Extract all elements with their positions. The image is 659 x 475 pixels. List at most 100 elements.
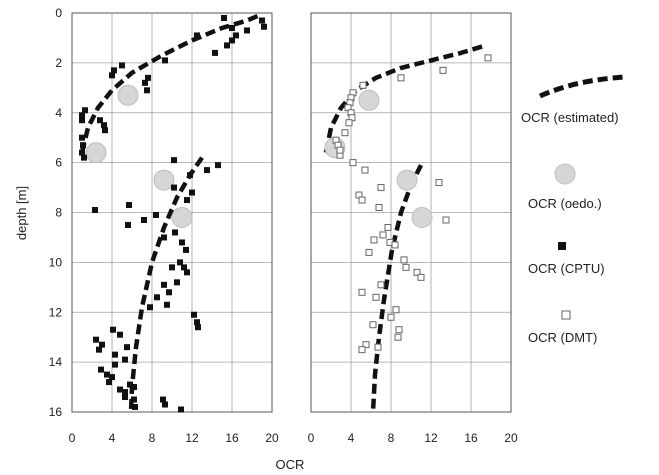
left-y-tick-label: 4 <box>55 106 62 120</box>
left-estimated-curve <box>79 12 263 154</box>
left-cptu-point <box>204 167 210 174</box>
left-oedo-point <box>171 206 193 228</box>
left-cptu-point <box>111 67 117 74</box>
legend-cptu-symbol <box>558 242 566 250</box>
left-cptu-point <box>141 216 147 223</box>
right-x-tick-label: 8 <box>388 431 395 445</box>
right-dmt-point <box>377 281 385 289</box>
left-y-tick-label: 12 <box>49 305 63 319</box>
right-dmt-point <box>369 321 377 329</box>
left-cptu-point <box>181 264 187 271</box>
left-cptu-point <box>96 346 102 353</box>
left-cptu-point <box>184 197 190 204</box>
left-x-tick-label: 12 <box>185 431 199 445</box>
right-dmt-point <box>359 81 367 89</box>
right-estimated-curve <box>323 43 487 154</box>
left-cptu-point <box>161 281 167 288</box>
left-cptu-point <box>183 246 189 253</box>
left-cptu-point <box>195 324 201 331</box>
left-y-tick-label: 6 <box>55 156 62 170</box>
legend-dmt-label: OCR (DMT) <box>528 330 597 345</box>
legend-estimated-symbol <box>538 74 625 99</box>
right-x-tick-label: 4 <box>348 431 355 445</box>
right-dmt-point <box>435 179 443 187</box>
left-y-tick-label: 10 <box>49 255 63 269</box>
legend-dmt-symbol <box>561 310 571 320</box>
left-cptu-point <box>261 23 267 30</box>
left-panel: 0 4 8 12 16 20 0 2 4 6 8 10 12 14 16 <box>49 6 279 445</box>
right-dmt-point <box>372 293 380 301</box>
right-dmt-point <box>361 166 369 174</box>
left-cptu-point <box>117 386 123 393</box>
left-cptu-point <box>215 162 221 169</box>
left-cptu-point <box>122 389 128 396</box>
right-dmt-point <box>358 346 366 354</box>
left-cptu-point <box>106 379 112 386</box>
left-y-tick-label: 16 <box>49 405 63 419</box>
left-cptu-point <box>125 221 131 228</box>
left-x-tick-label: 0 <box>69 431 76 445</box>
left-x-tick-label: 16 <box>225 431 239 445</box>
left-cptu-point <box>101 122 107 129</box>
right-x-tick-label: 0 <box>308 431 315 445</box>
left-cptu-point <box>169 264 175 271</box>
left-cptu-point <box>79 117 85 124</box>
left-cptu-point <box>112 351 118 358</box>
left-cptu-point <box>109 374 115 381</box>
left-cptu-point <box>145 74 151 81</box>
left-cptu-point <box>154 294 160 301</box>
left-plot-frame <box>71 12 273 413</box>
legend-oedo-label: OCR (oedo.) <box>528 196 602 211</box>
left-cptu-point <box>160 396 166 403</box>
left-x-tick-label: 8 <box>149 431 156 445</box>
left-cptu-point <box>189 189 195 196</box>
left-cptu-point <box>233 32 239 39</box>
right-dmt-point <box>402 263 410 271</box>
left-cptu-point <box>171 157 177 164</box>
left-cptu-point <box>80 142 86 149</box>
left-cptu-point <box>229 24 235 31</box>
left-y-tick-label: 2 <box>55 56 62 70</box>
left-y-tick-label: 8 <box>55 206 62 220</box>
left-cptu-point <box>131 396 137 403</box>
left-cptu-point <box>97 117 103 124</box>
left-cptu-point <box>98 366 104 373</box>
right-dmt-point <box>417 273 425 281</box>
right-dmt-point <box>395 326 403 334</box>
left-cptu-point <box>144 87 150 94</box>
right-oedo-point <box>411 206 433 228</box>
left-cptu-point <box>122 356 128 363</box>
left-cptu-point <box>102 127 108 134</box>
right-dmt-point <box>397 74 405 82</box>
left-cptu-point <box>117 331 123 338</box>
right-dmt-point <box>394 333 402 341</box>
right-plot-frame <box>310 12 512 413</box>
right-dmt-point <box>413 268 421 276</box>
left-oedo-point <box>153 169 175 191</box>
left-cptu-point <box>124 344 130 351</box>
y-axis-title: depth [m] <box>14 186 29 240</box>
left-cptu-point <box>147 304 153 311</box>
right-x-tick-label: 12 <box>424 431 438 445</box>
right-dmt-point <box>336 146 344 154</box>
right-dmt-point <box>392 306 400 314</box>
legend: OCR (estimated) OCR (oedo.) OCR (CPTU) O… <box>521 74 625 345</box>
right-x-tick-label: 16 <box>464 431 478 445</box>
left-cptu-point <box>194 32 200 39</box>
left-cptu-point <box>212 49 218 56</box>
left-cptu-point <box>162 57 168 64</box>
left-cptu-point <box>119 62 125 69</box>
left-cptu-point <box>178 406 184 413</box>
left-cptu-point <box>174 279 180 286</box>
legend-oedo-symbol <box>554 163 576 185</box>
left-cptu-point <box>122 394 128 401</box>
left-cptu-point <box>229 37 235 44</box>
right-dmt-point <box>358 288 366 296</box>
left-cptu-point <box>153 211 159 218</box>
left-cptu-point <box>161 234 167 241</box>
left-cptu-point <box>166 289 172 296</box>
left-cptu-point <box>92 207 98 214</box>
left-cptu-point <box>194 319 200 326</box>
left-cptu-point <box>109 72 115 79</box>
